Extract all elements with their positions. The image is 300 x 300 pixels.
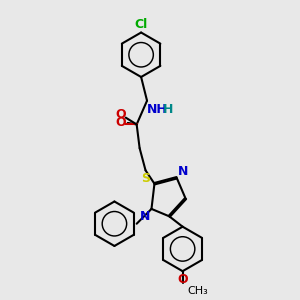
Text: O: O bbox=[116, 116, 126, 129]
Text: Cl: Cl bbox=[134, 18, 148, 31]
Text: O: O bbox=[115, 107, 126, 121]
Text: S: S bbox=[141, 172, 150, 185]
Text: NH: NH bbox=[147, 103, 168, 116]
Text: N: N bbox=[178, 165, 188, 178]
Text: CH₃: CH₃ bbox=[187, 286, 208, 296]
Text: H: H bbox=[163, 103, 174, 116]
Text: N: N bbox=[140, 210, 150, 224]
Text: O: O bbox=[177, 273, 188, 286]
